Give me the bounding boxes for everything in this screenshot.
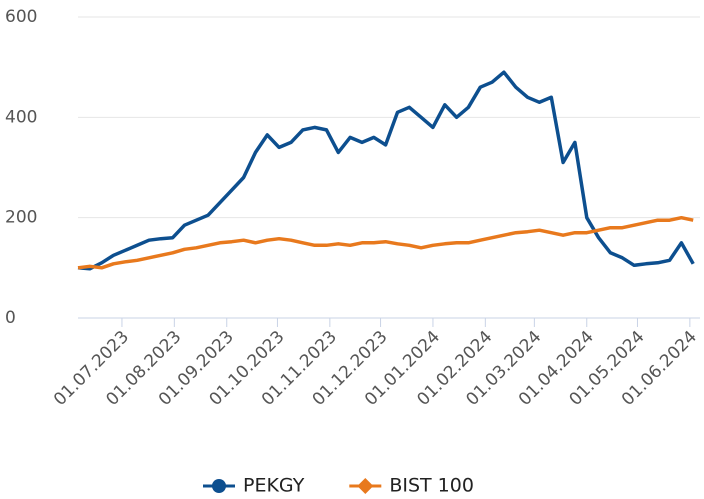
legend-label: PEKGY [243, 475, 305, 497]
series-line [77, 70, 695, 271]
y-tick-label: 0 [5, 308, 16, 328]
y-tick-label: 200 [5, 208, 37, 228]
legend-marker [357, 478, 374, 494]
y-tick-label: 400 [5, 107, 37, 127]
legend-label: BIST 100 [389, 475, 474, 497]
y-tick-label: 600 [5, 7, 37, 27]
legend-marker [212, 479, 226, 493]
series-line [77, 215, 694, 270]
legend: PEKGY BIST 100 [203, 475, 474, 497]
